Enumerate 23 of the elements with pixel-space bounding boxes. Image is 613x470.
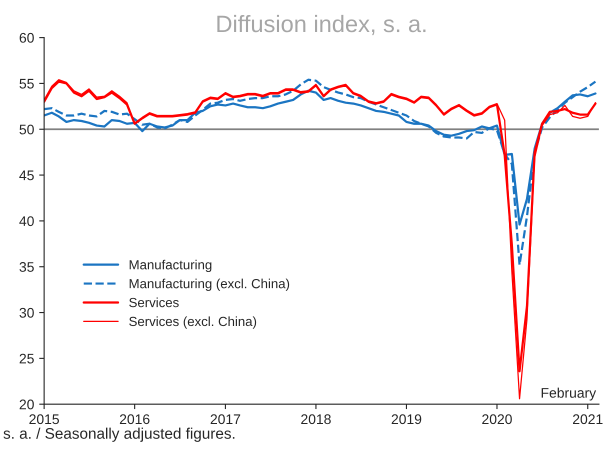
y-tick-label: 30 — [19, 308, 34, 318]
text: s. a. / Seasonally adjusted figures. — [3, 428, 234, 442]
y-tick-label: 60 — [20, 32, 34, 43]
x-tick-label: 2019 — [392, 414, 422, 424]
x-tick-label: 2015 — [29, 414, 60, 424]
chart-title: Diffusion index, s. a. — [217, 14, 426, 36]
y-tick-label: 55 — [20, 78, 34, 89]
x-tick-label: 2018 — [301, 414, 331, 424]
legend-label: Manufacturing — [130, 260, 212, 272]
x-tick-label: 2016 — [120, 414, 150, 424]
y-tick-label: 25 — [20, 354, 34, 364]
legend-label: Services (excl. China) — [129, 316, 256, 329]
x-tick-label: 2020 — [482, 414, 512, 424]
legend-label: Services — [129, 298, 179, 308]
x-tick-label: 2017 — [210, 414, 240, 424]
y-tick-label: 20 — [20, 400, 34, 410]
y-tick-label: 45 — [19, 170, 34, 180]
y-tick-label: 40 — [19, 216, 34, 226]
y-tick-label: 35 — [19, 262, 34, 272]
annotation: February — [542, 388, 596, 401]
legend-label: Manufacturing (excl. China) — [130, 278, 290, 291]
y-tick-label: 50 — [20, 124, 34, 134]
x-tick-label: 2021 — [572, 414, 603, 424]
